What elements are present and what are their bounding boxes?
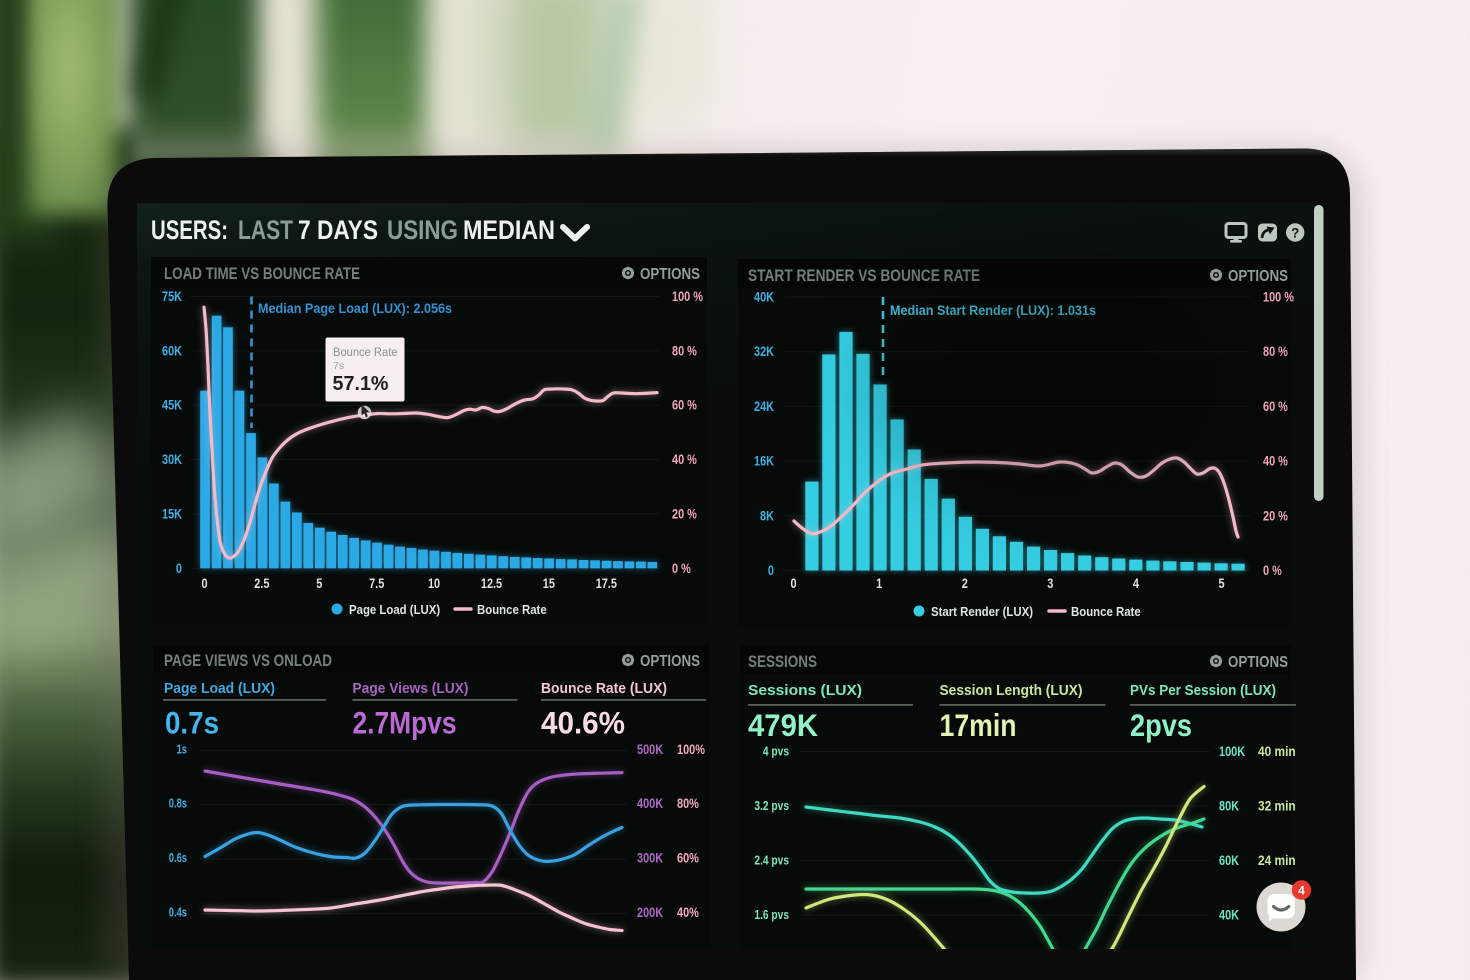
svg-text:2.5: 2.5 bbox=[254, 576, 270, 591]
svg-text:32K: 32K bbox=[754, 344, 774, 359]
svg-text:?: ? bbox=[1291, 225, 1299, 240]
svg-text:1: 1 bbox=[876, 576, 882, 591]
svg-text:OPTIONS: OPTIONS bbox=[1228, 654, 1288, 671]
svg-text:Bounce Rate: Bounce Rate bbox=[477, 603, 547, 617]
svg-text:3.2 pvs: 3.2 pvs bbox=[754, 799, 789, 813]
svg-text:0.8s: 0.8s bbox=[169, 797, 187, 811]
svg-text:7.5: 7.5 bbox=[369, 576, 385, 591]
svg-text:4: 4 bbox=[1133, 576, 1139, 591]
svg-text:32 min: 32 min bbox=[1258, 799, 1296, 814]
svg-text:Page Load (LUX): Page Load (LUX) bbox=[349, 603, 440, 617]
svg-text:LOAD TIME VS BOUNCE RATE: LOAD TIME VS BOUNCE RATE bbox=[164, 265, 360, 283]
svg-text:40.6%: 40.6% bbox=[541, 705, 625, 741]
svg-text:80 %: 80 % bbox=[672, 343, 697, 358]
svg-text:57.1%: 57.1% bbox=[333, 372, 389, 395]
svg-text:MEDIAN: MEDIAN bbox=[463, 215, 555, 245]
svg-text:100K: 100K bbox=[1219, 744, 1245, 759]
svg-text:7s: 7s bbox=[333, 360, 344, 372]
svg-text:Session Length (LUX): Session Length (LUX) bbox=[940, 682, 1083, 699]
svg-text:2.7Mpvs: 2.7Mpvs bbox=[353, 705, 457, 741]
svg-text:1s: 1s bbox=[177, 743, 187, 757]
svg-text:5: 5 bbox=[316, 576, 322, 591]
svg-text:40K: 40K bbox=[754, 290, 774, 305]
svg-text:100 %: 100 % bbox=[1263, 290, 1294, 305]
svg-text:PVs Per Session (LUX): PVs Per Session (LUX) bbox=[1130, 682, 1276, 699]
svg-text:100 %: 100 % bbox=[672, 289, 703, 304]
svg-text:OPTIONS: OPTIONS bbox=[640, 266, 700, 283]
svg-text:300K: 300K bbox=[637, 851, 663, 866]
svg-text:40%: 40% bbox=[677, 905, 699, 920]
svg-text:0: 0 bbox=[791, 576, 797, 591]
svg-text:8K: 8K bbox=[760, 508, 774, 523]
svg-text:Bounce Rate (LUX): Bounce Rate (LUX) bbox=[541, 680, 667, 697]
svg-text:OPTIONS: OPTIONS bbox=[640, 653, 700, 670]
svg-text:2.4 pvs: 2.4 pvs bbox=[754, 854, 789, 868]
svg-text:SESSIONS: SESSIONS bbox=[748, 653, 817, 671]
svg-text:60%: 60% bbox=[677, 851, 699, 866]
svg-text:4 pvs: 4 pvs bbox=[763, 745, 789, 759]
svg-text:0.4s: 0.4s bbox=[169, 906, 187, 920]
svg-text:2pvs: 2pvs bbox=[1130, 707, 1192, 743]
svg-text:0: 0 bbox=[768, 563, 774, 578]
svg-text:17.5: 17.5 bbox=[596, 576, 618, 591]
svg-text:200K: 200K bbox=[637, 905, 663, 920]
svg-text:USING: USING bbox=[387, 215, 458, 245]
svg-text:3: 3 bbox=[1047, 576, 1053, 591]
svg-text:20 %: 20 % bbox=[672, 506, 697, 521]
svg-text:17min: 17min bbox=[940, 707, 1017, 743]
svg-text:40K: 40K bbox=[1219, 908, 1239, 923]
svg-text:0: 0 bbox=[202, 576, 208, 591]
svg-text:500K: 500K bbox=[637, 742, 663, 757]
svg-text:OPTIONS: OPTIONS bbox=[1228, 268, 1288, 285]
svg-text:80 %: 80 % bbox=[1263, 344, 1288, 359]
svg-text:15K: 15K bbox=[162, 506, 182, 521]
svg-text:2: 2 bbox=[962, 576, 968, 591]
svg-text:Bounce Rate: Bounce Rate bbox=[1071, 605, 1141, 619]
svg-text:400K: 400K bbox=[637, 796, 663, 811]
svg-text:START RENDER VS BOUNCE RATE: START RENDER VS BOUNCE RATE bbox=[748, 267, 980, 285]
svg-text:45K: 45K bbox=[162, 398, 182, 413]
svg-text:7 DAYS: 7 DAYS bbox=[298, 215, 378, 245]
svg-text:10: 10 bbox=[428, 576, 440, 591]
svg-text:0: 0 bbox=[176, 561, 182, 576]
svg-text:40 min: 40 min bbox=[1258, 744, 1296, 759]
svg-text:30K: 30K bbox=[162, 452, 182, 467]
svg-text:USERS:: USERS: bbox=[151, 215, 228, 245]
svg-text:Bounce Rate: Bounce Rate bbox=[333, 347, 398, 359]
svg-text:80%: 80% bbox=[677, 796, 699, 811]
svg-text:60K: 60K bbox=[162, 343, 182, 358]
svg-text:24K: 24K bbox=[754, 399, 774, 414]
svg-text:Page Views (LUX): Page Views (LUX) bbox=[353, 680, 469, 697]
svg-text:20 %: 20 % bbox=[1263, 508, 1288, 523]
svg-text:60 %: 60 % bbox=[672, 398, 697, 413]
svg-text:100%: 100% bbox=[677, 742, 705, 757]
svg-text:PAGE VIEWS VS ONLOAD: PAGE VIEWS VS ONLOAD bbox=[164, 652, 332, 670]
svg-text:1.6 pvs: 1.6 pvs bbox=[754, 908, 789, 922]
svg-text:0.6s: 0.6s bbox=[169, 851, 187, 865]
svg-text:24 min: 24 min bbox=[1258, 853, 1296, 868]
svg-text:5: 5 bbox=[1219, 576, 1225, 591]
svg-text:15: 15 bbox=[543, 576, 555, 591]
svg-text:Sessions (LUX): Sessions (LUX) bbox=[748, 682, 862, 699]
svg-text:40 %: 40 % bbox=[1263, 454, 1288, 469]
svg-text:40 %: 40 % bbox=[672, 452, 697, 467]
svg-text:4: 4 bbox=[1298, 884, 1305, 898]
svg-text:16K: 16K bbox=[754, 454, 774, 469]
svg-text:LAST: LAST bbox=[238, 215, 293, 245]
svg-text:60 %: 60 % bbox=[1263, 399, 1288, 414]
svg-text:Median Page Load (LUX): 2.056s: Median Page Load (LUX): 2.056s bbox=[258, 301, 452, 316]
svg-text:Start Render (LUX): Start Render (LUX) bbox=[931, 605, 1033, 619]
svg-text:479K: 479K bbox=[748, 707, 818, 743]
svg-text:80K: 80K bbox=[1219, 799, 1239, 814]
svg-text:0 %: 0 % bbox=[1263, 563, 1282, 578]
svg-text:12.5: 12.5 bbox=[481, 576, 503, 591]
svg-text:60K: 60K bbox=[1219, 853, 1239, 868]
svg-text:75K: 75K bbox=[162, 289, 182, 304]
svg-text:0.7s: 0.7s bbox=[165, 705, 219, 741]
svg-text:Page Load (LUX): Page Load (LUX) bbox=[164, 680, 275, 697]
svg-text:0 %: 0 % bbox=[672, 561, 691, 576]
